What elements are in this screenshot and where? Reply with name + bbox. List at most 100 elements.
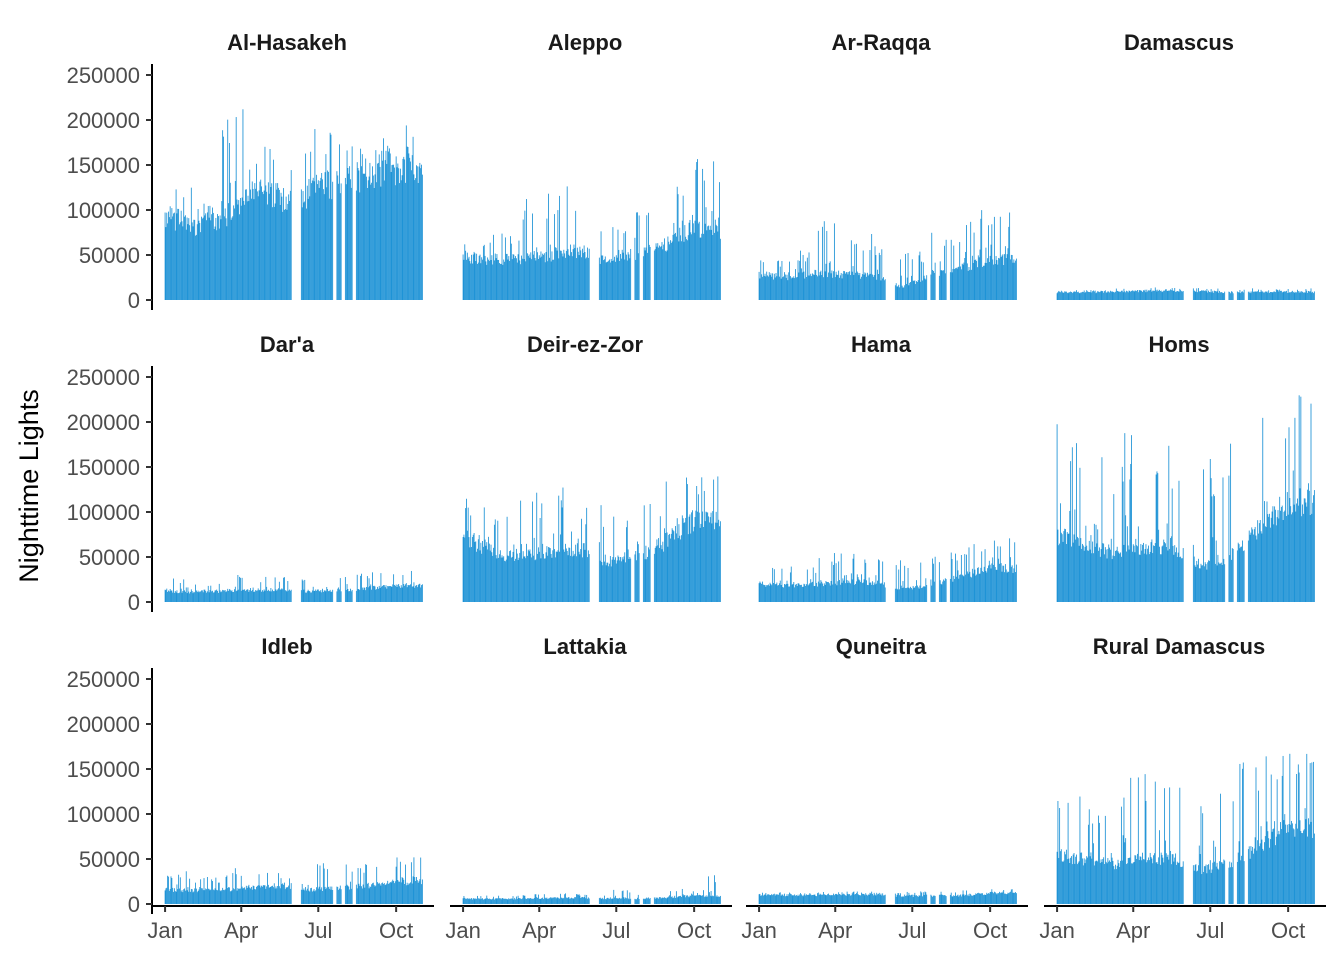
bar: [311, 183, 312, 300]
bar: [344, 577, 346, 602]
panel: Aleppo: [462, 30, 721, 300]
bar: [1256, 539, 1258, 602]
bar: [789, 586, 790, 602]
bar: [421, 585, 422, 602]
bar: [1154, 287, 1156, 300]
bar: [555, 898, 557, 904]
bar: [289, 200, 290, 300]
bar: [568, 254, 570, 300]
bar: [762, 892, 763, 904]
bar: [1064, 528, 1066, 602]
bar: [794, 894, 796, 904]
bar: [332, 181, 334, 300]
bar: [1093, 291, 1095, 300]
bar: [824, 894, 826, 904]
bar: [409, 585, 411, 602]
bar: [223, 136, 224, 300]
bar: [326, 887, 328, 904]
bar: [1097, 861, 1099, 904]
bar: [716, 226, 718, 300]
bar: [896, 894, 898, 904]
bar: [982, 265, 984, 300]
bar: [383, 585, 384, 602]
bar: [1271, 831, 1273, 904]
bar: [1181, 291, 1182, 300]
bar: [977, 255, 979, 300]
bar: [245, 885, 247, 904]
bar: [488, 259, 489, 300]
bar: [1146, 554, 1148, 602]
bar: [272, 591, 274, 602]
bar: [793, 276, 795, 300]
bar: [1108, 861, 1110, 904]
bar: [873, 275, 875, 300]
bar: [280, 589, 282, 602]
bar: [1240, 860, 1242, 904]
bar: [1156, 862, 1158, 904]
bar: [667, 546, 669, 602]
bar: [763, 894, 765, 904]
bar: [226, 875, 228, 904]
bar: [626, 254, 627, 300]
bar: [777, 261, 779, 300]
bar: [328, 591, 330, 602]
bar: [1151, 291, 1153, 300]
bar: [583, 897, 585, 904]
bar: [567, 249, 569, 300]
bar: [609, 563, 610, 602]
bar: [670, 533, 672, 602]
bar: [656, 539, 658, 602]
bar: [1137, 777, 1139, 904]
bar: [679, 535, 681, 602]
bar: [258, 874, 260, 904]
bar: [914, 587, 916, 602]
bar: [394, 881, 396, 904]
bar: [244, 887, 246, 904]
bar: [715, 511, 717, 602]
bar: [330, 591, 332, 602]
bar: [911, 589, 913, 602]
bar: [1118, 291, 1120, 300]
bar: [570, 897, 572, 904]
bar: [774, 895, 776, 904]
bar: [764, 584, 766, 602]
bar: [528, 551, 530, 602]
bar: [236, 890, 238, 904]
bar: [535, 894, 537, 904]
bar: [378, 882, 380, 904]
bar: [282, 211, 284, 300]
bar: [218, 228, 220, 300]
bar: [234, 589, 235, 602]
bar: [1271, 511, 1273, 602]
bar: [288, 590, 290, 602]
bar: [569, 898, 571, 904]
bar: [1294, 836, 1296, 904]
bar: [179, 592, 180, 602]
bar: [818, 558, 820, 602]
bar: [982, 571, 984, 602]
bar: [1308, 483, 1309, 602]
bar: [925, 892, 927, 904]
bar: [541, 503, 543, 602]
bar: [585, 258, 587, 300]
bar: [565, 257, 566, 300]
bar: [1102, 291, 1104, 300]
bar: [399, 881, 400, 904]
bar: [857, 894, 859, 904]
bar: [195, 590, 197, 602]
bar: [1105, 292, 1107, 300]
bar: [972, 895, 974, 904]
bar: [949, 272, 951, 300]
bar: [571, 256, 573, 300]
bar: [1096, 543, 1098, 602]
bar: [404, 883, 406, 904]
bar: [776, 894, 778, 904]
bar: [482, 899, 484, 904]
bar: [228, 143, 230, 300]
bar: [362, 173, 364, 300]
bar: [361, 573, 362, 602]
bar: [530, 553, 532, 602]
bar: [1283, 820, 1285, 904]
bar: [493, 547, 494, 602]
bar: [841, 582, 843, 602]
